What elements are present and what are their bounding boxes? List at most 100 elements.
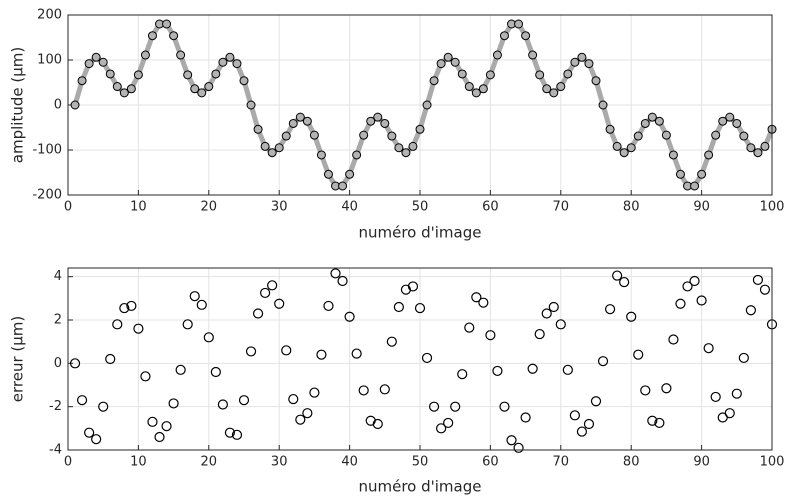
data-point [295,414,306,425]
data-point [569,410,580,421]
data-marker [133,70,143,80]
data-marker [162,19,172,29]
y-axis-label: amplitude (μm) [9,47,27,163]
data-point [626,311,637,322]
data-point [288,393,299,405]
data-marker [535,70,545,80]
x-tick-label: 10 [130,200,147,215]
x-tick-label: 20 [201,200,218,215]
data-marker [232,59,242,69]
data-point [393,301,404,313]
x-axis-label: numéro d'image [358,478,481,496]
x-tick-label: 100 [760,200,785,215]
data-marker [366,116,376,126]
data-point [133,323,144,334]
data-marker [316,150,326,160]
data-point [703,343,714,354]
data-marker [84,59,94,69]
data-marker [485,70,495,80]
data-marker [352,150,362,160]
x-axis-label: numéro d'image [358,224,481,242]
data-point [252,308,264,319]
data-point [182,319,193,330]
data-marker [563,69,573,79]
data-marker [401,148,411,158]
data-marker [478,84,488,94]
panel: 0 10 20 30 40 50 60 70 80 90 100 -4 -2 0 2 4 numéro d'im… [9,267,784,496]
data-marker [373,112,383,122]
y-tick-label: -200 [32,188,62,203]
data-point [647,415,658,426]
data-point [604,304,616,315]
data-marker [239,76,249,86]
data-marker [415,124,425,134]
data-marker [570,57,580,67]
data-point [105,353,116,365]
data-marker [633,131,643,141]
x-tick-label: 50 [412,455,429,470]
data-point [238,395,250,406]
data-point [309,387,320,398]
x-tick-label: 70 [553,200,570,215]
data-point [576,426,588,437]
x-tick-label: 90 [693,455,710,470]
data-marker [359,130,369,140]
data-point [654,417,665,429]
data-marker [105,69,115,79]
data-point [161,421,172,432]
data-marker [626,143,636,153]
data-marker [514,19,524,29]
data-marker [450,57,460,67]
data-point [189,291,200,302]
data-marker [147,31,157,41]
data-point [428,401,440,412]
data-point [492,365,503,377]
x-tick-label: 30 [271,200,288,215]
x-tick-label: 80 [623,455,640,470]
data-marker [429,76,439,86]
data-marker [345,169,355,179]
axes-box [67,267,773,451]
data-marker [661,130,671,140]
data-marker [380,118,390,128]
y-axis-label: erreur (μm) [9,316,27,403]
data-marker [619,148,629,158]
data-marker [499,31,509,41]
data-point [196,299,207,310]
data-point [175,364,186,375]
data-point [597,356,609,367]
data-marker [98,57,108,67]
x-tick-label: 60 [482,455,499,470]
data-marker [408,141,418,151]
data-point [281,345,292,356]
data-point [682,281,693,292]
data-point [217,399,228,410]
data-marker [394,143,404,153]
data-point [640,385,651,396]
data-point [231,429,243,440]
data-point [112,319,123,330]
data-point [590,396,602,407]
data-point [612,270,623,281]
data-point [499,401,510,412]
axes-box [67,14,773,196]
data-marker [760,141,770,151]
data-point [534,328,545,340]
x-tick-label: 10 [130,455,147,470]
data-point [520,412,531,423]
data-marker [725,112,735,122]
data-marker [288,118,298,128]
data-marker [295,112,305,122]
data-marker [605,124,615,134]
data-point [316,349,327,360]
data-marker [464,82,474,92]
data-marker [640,118,650,128]
data-point [245,346,257,357]
x-tick-label: 30 [271,455,288,470]
data-marker [225,52,235,62]
data-marker [521,31,531,41]
data-marker [309,130,319,140]
x-tick-label: 70 [553,455,570,470]
data-point [548,301,559,313]
data-point [274,298,285,309]
